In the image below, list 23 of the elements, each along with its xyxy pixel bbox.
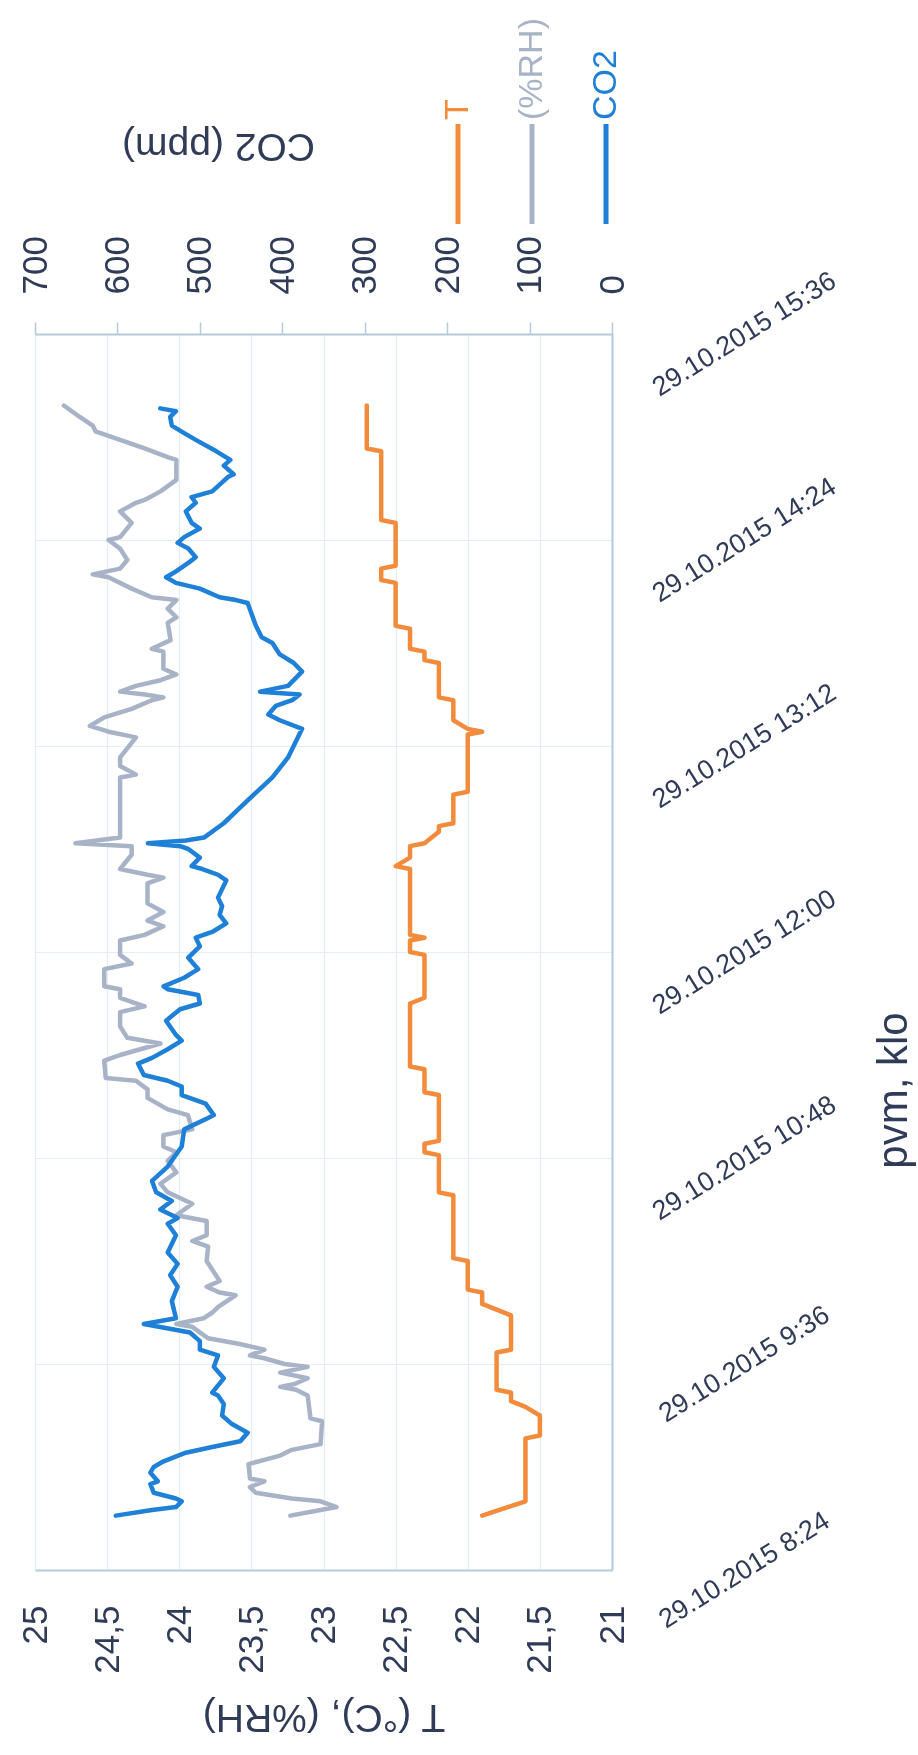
x2-tick-label: 700 [14,236,54,295]
x-axis-title: T (°C), (%RH) [202,1696,446,1740]
text: T [437,99,475,120]
x2-tick-label: 200 [426,236,466,295]
x-tick-label: 21,5 [519,1605,559,1674]
x2-axis-title: CO2 (ppm) [122,125,315,169]
x-tick-label: 22 [447,1605,487,1645]
x-tick-label: 24,5 [86,1605,126,1674]
x-tick-label: 23,5 [230,1605,270,1674]
x-tick-label: 22,5 [375,1605,415,1674]
x2-tick-label: 600 [96,236,136,295]
y-axis-title: pvm, klo [868,1012,916,1169]
x-tick-label: 23 [303,1605,342,1645]
x-tick-label: 25 [14,1605,54,1645]
text: CO2 [585,50,623,120]
x2-tick-label: 300 [344,236,384,295]
x2-tick-label: 400 [261,236,301,295]
text: (%RH) [511,18,549,120]
x2-tick-label: 500 [179,236,219,295]
x2-tick-label: 0 [591,275,631,295]
x-tick-label: 24 [158,1605,198,1645]
x2-tick-label: 100 [509,236,549,295]
x-tick-label: 21 [591,1605,631,1645]
